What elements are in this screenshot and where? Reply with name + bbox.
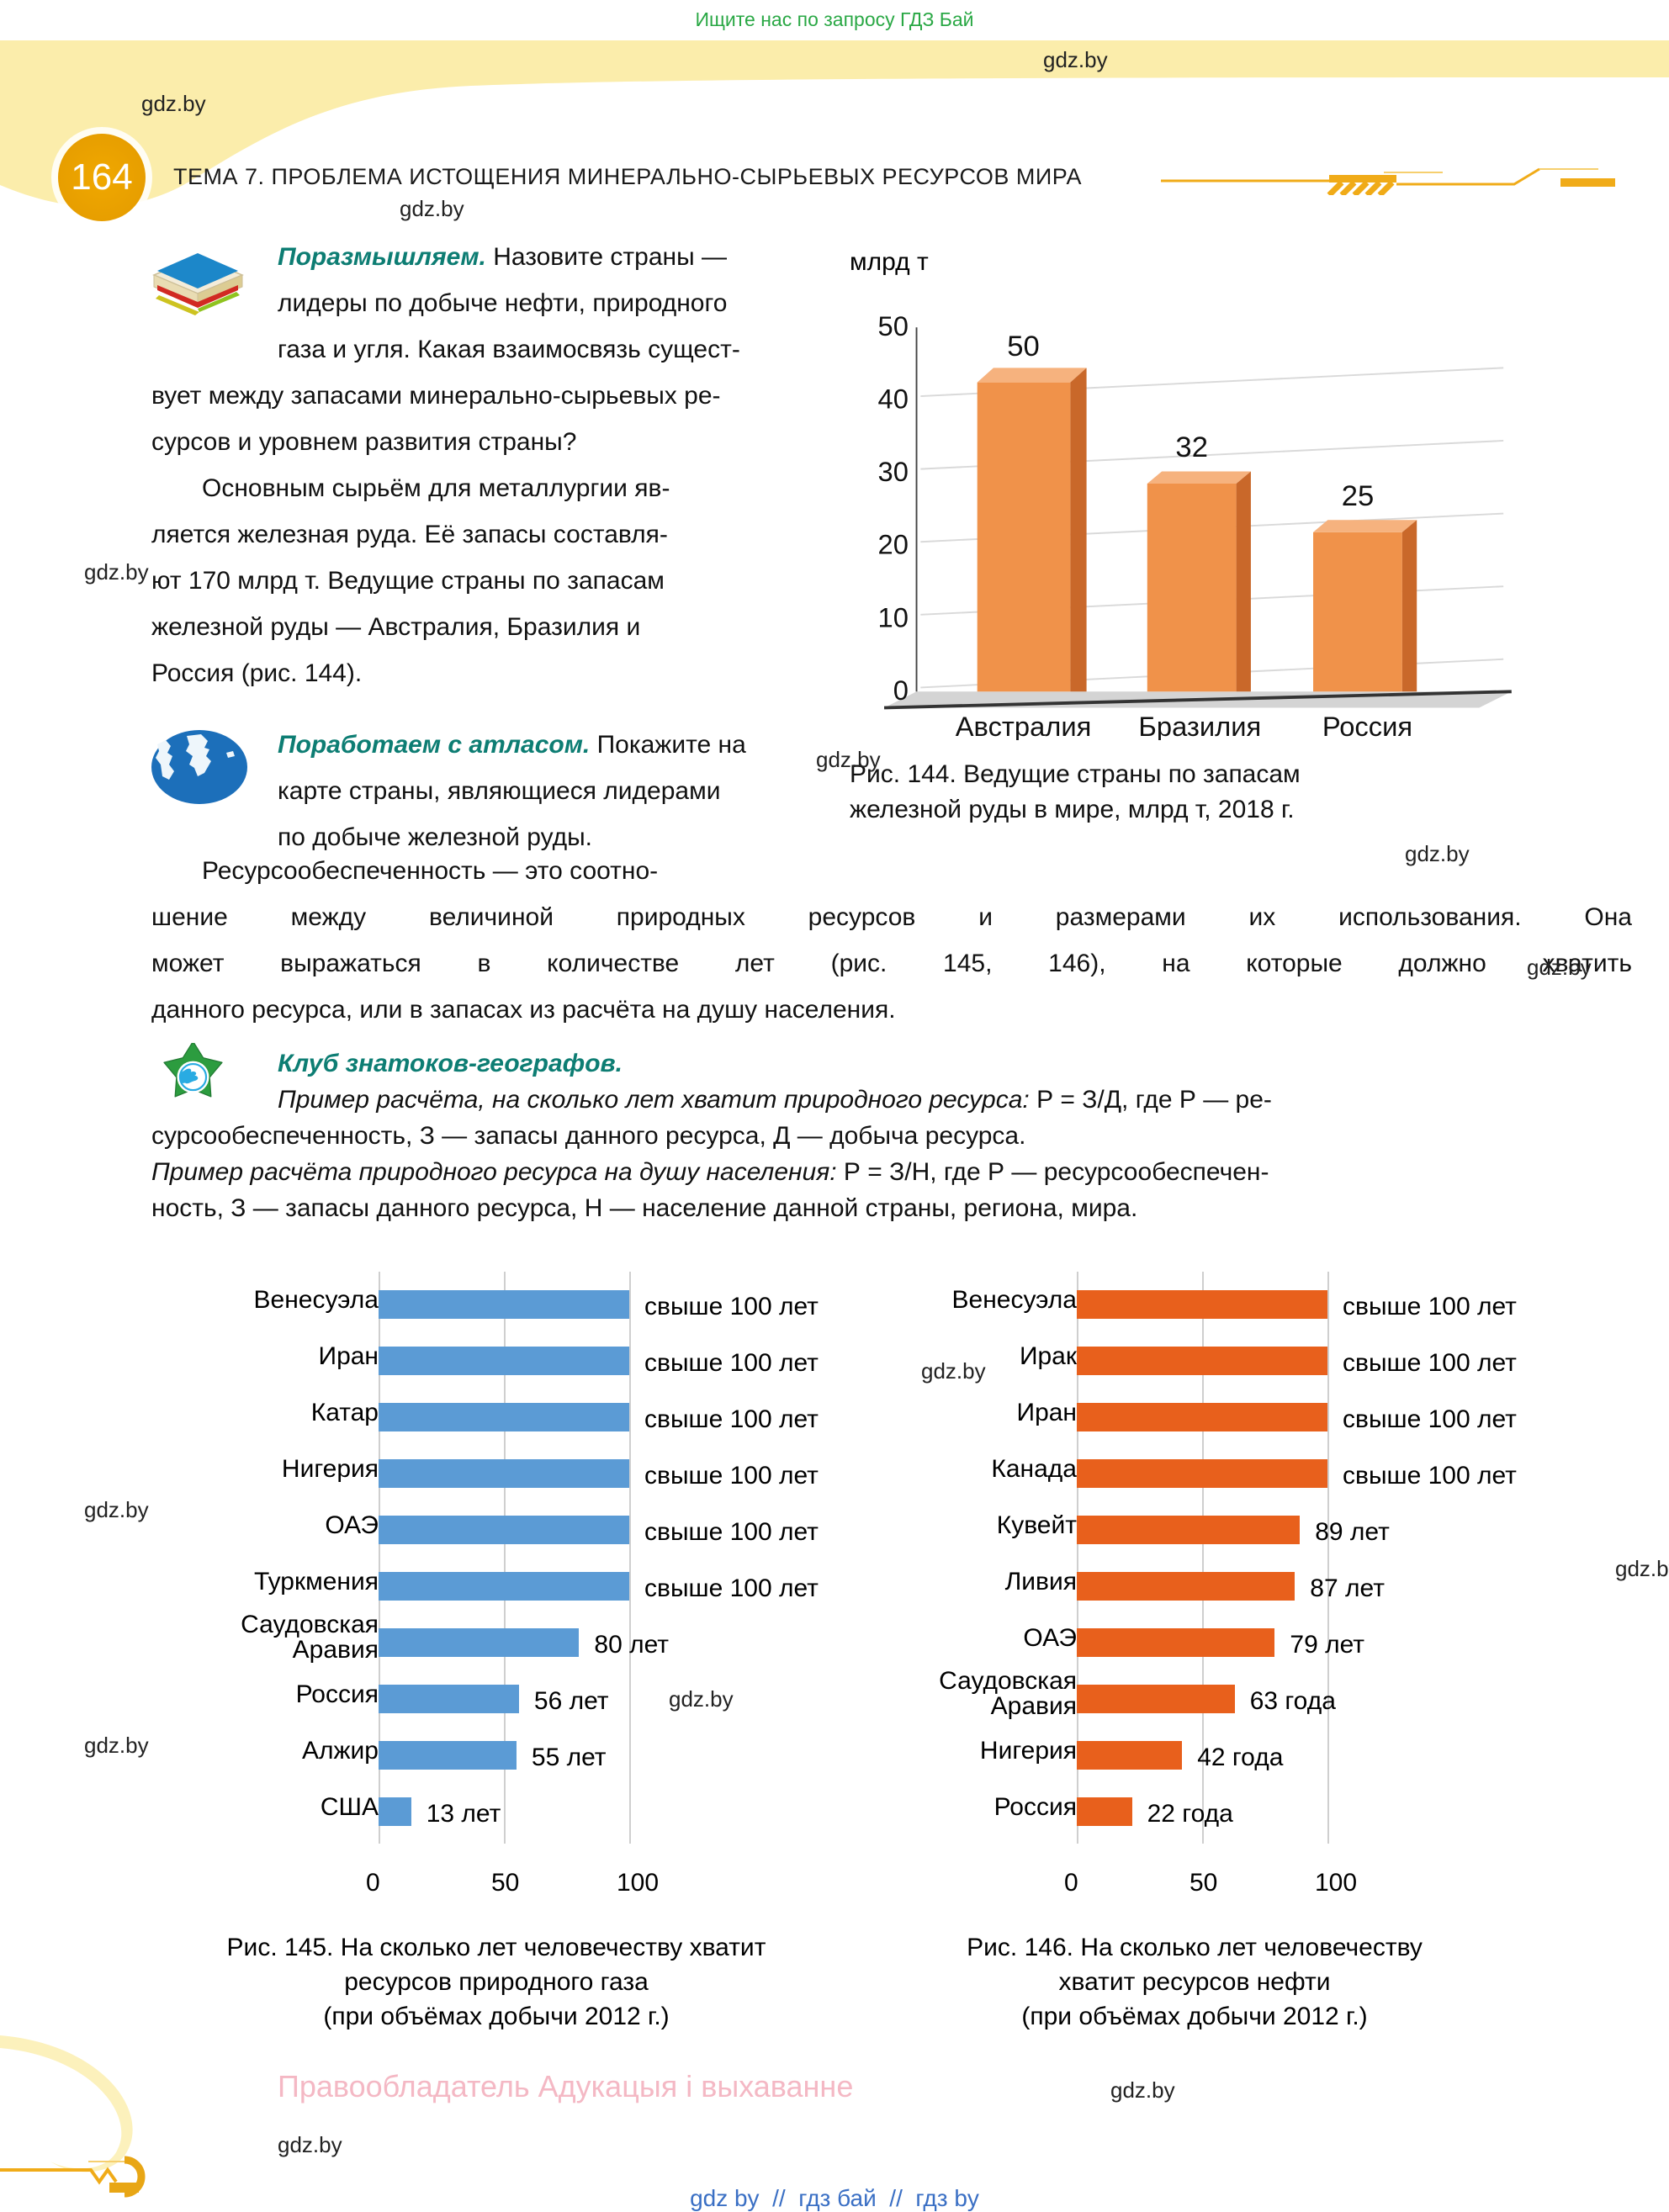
svg-text:50: 50 <box>878 311 909 341</box>
svg-text:Бразилия: Бразилия <box>1138 711 1261 740</box>
svg-text:25: 25 <box>1342 480 1375 512</box>
svg-text:30: 30 <box>878 456 909 487</box>
svg-text:20: 20 <box>878 529 909 560</box>
svg-text:0: 0 <box>893 675 909 706</box>
svg-text:Россия: Россия <box>1322 711 1412 740</box>
svg-text:Австралия: Австралия <box>956 711 1092 740</box>
svg-text:40: 40 <box>878 383 909 414</box>
svg-text:10: 10 <box>878 601 909 632</box>
svg-text:32: 32 <box>1175 431 1208 463</box>
svg-text:50: 50 <box>1007 331 1040 362</box>
